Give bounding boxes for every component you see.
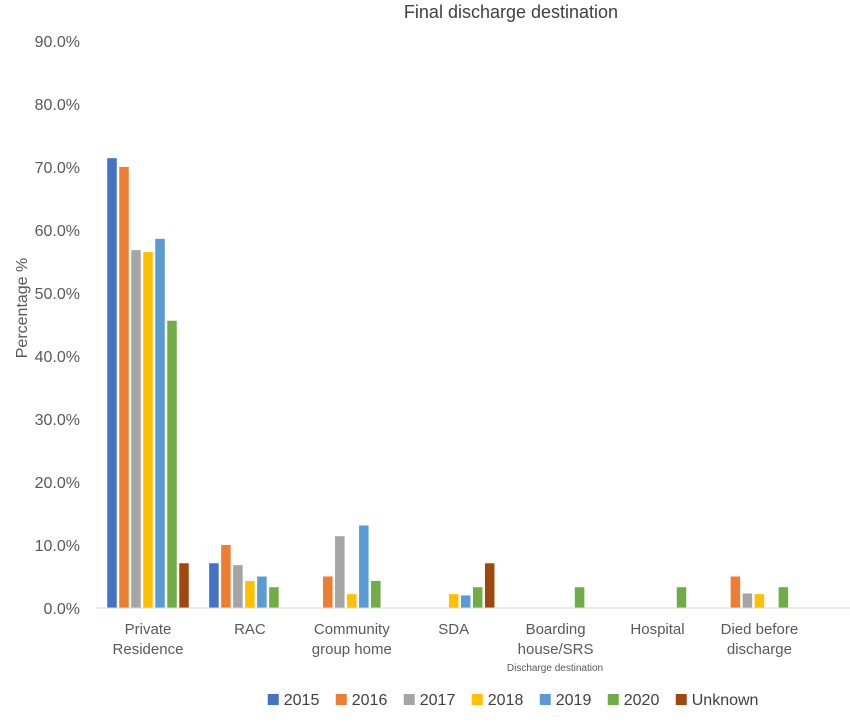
bar [460,595,471,608]
y-tick-label: 0.0% [44,601,80,618]
bar [742,593,753,608]
legend-label: 2019 [556,692,592,709]
x-category-label: Residence [113,641,184,658]
legend: 2015 2016 2017 2018 2019 2020 Unknown [267,692,759,709]
bar [167,320,177,608]
bar [269,587,279,608]
bar [754,594,765,608]
legend-label: 2018 [488,692,524,709]
x-category-label: discharge [727,641,792,658]
bar [778,587,789,608]
x-category-label: Died before [721,621,799,638]
bar [257,576,267,608]
legend-swatch [471,694,483,705]
bar [371,580,381,608]
x-category-label: Boarding [526,621,586,638]
x-category-label: house/SRS [518,641,594,658]
bar [347,594,357,608]
x-category-label: Community [314,621,390,638]
bar [323,576,333,608]
x-axis-categories: Private Residence RAC Community group home SD… [113,621,799,658]
y-tick-label: 60.0% [35,223,80,240]
bar [574,587,585,608]
legend-swatch [335,694,347,705]
bar [233,565,243,608]
y-axis-ticks: 0.0% 10.0% 20.0% 30.0% 40.0% 50.0% 60.0% 70.0% 8… [35,34,80,618]
legend-label: 2017 [420,692,456,709]
legend-swatch [539,694,551,705]
bar [730,576,741,608]
x-category-label: SDA [438,621,469,638]
legend-label: 2016 [352,692,388,709]
bar [335,536,345,608]
legend-swatch [403,694,415,705]
y-axis-label: Percentage % [14,258,31,359]
legend-label: 2020 [624,692,660,709]
bar [131,250,141,608]
x-category-label: group home [312,641,392,658]
legend-swatch [675,694,687,705]
y-tick-label: 10.0% [35,538,80,555]
bar [472,587,483,608]
bar [448,594,459,608]
x-category-label: Private [125,621,172,638]
bar [155,238,165,608]
bar [107,158,117,608]
bar [179,563,189,608]
legend-swatch [267,694,279,705]
legend-label: Unknown [692,692,759,709]
legend-swatch [607,694,619,705]
y-tick-label: 20.0% [35,475,80,492]
legend-label: 2015 [284,692,320,709]
x-category-label: Hospital [630,621,684,638]
bar [119,167,129,608]
y-tick-label: 50.0% [35,286,80,303]
y-tick-label: 70.0% [35,160,80,177]
bar [209,563,219,608]
bar [359,525,369,608]
bar [484,563,495,608]
bar [143,252,153,609]
bar [221,545,231,608]
bars-group [107,158,789,609]
bar [676,587,687,608]
y-tick-label: 80.0% [35,97,80,114]
x-category-label: RAC [234,621,266,638]
y-tick-label: 90.0% [35,34,80,51]
y-tick-label: 40.0% [35,349,80,366]
y-tick-label: 30.0% [35,412,80,429]
chart-title: Final discharge destination [404,2,618,22]
bar [245,580,255,608]
x-axis-label: Discharge destination [507,663,603,674]
